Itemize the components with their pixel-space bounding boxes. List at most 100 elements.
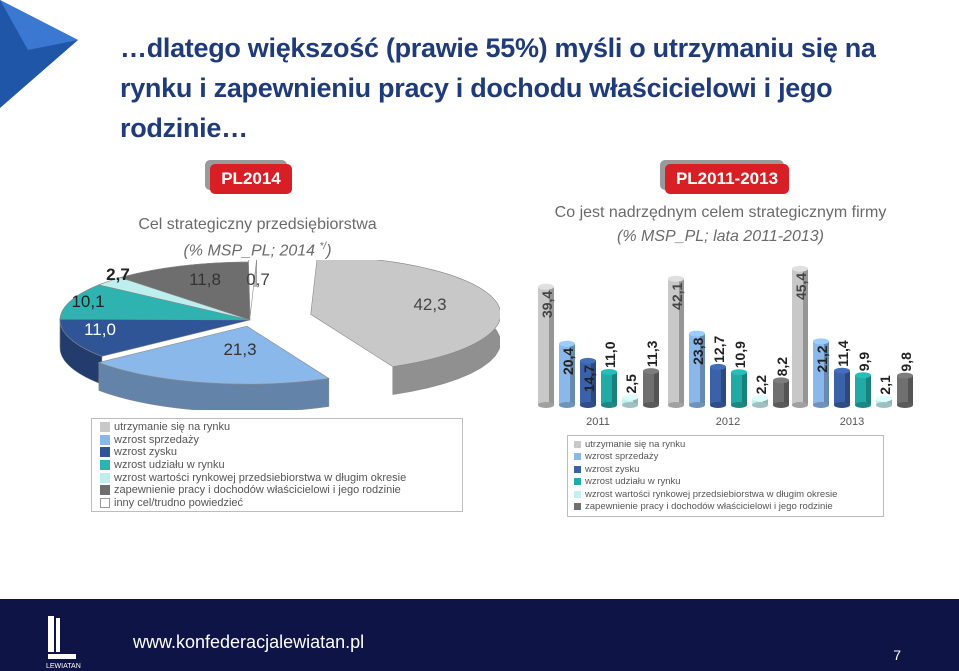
bar-legend-item-utrzymanie-sie-na-rynku: utrzymanie się na rynku [574, 438, 877, 451]
page-number: 7 [893, 647, 901, 663]
bar-label-2012-utrzymanie-sie-na-rynku: 42,1 [669, 282, 685, 309]
x-tick-2012: 2012 [716, 416, 740, 428]
bar-2012-wzrost-wartosci-rynkowej-przedsiebiorstw [752, 395, 768, 408]
legend-label: wzrost sprzedaży [585, 451, 659, 463]
bar-2013-wzrost-zysku [834, 367, 850, 408]
legend-label: wzrost wartości rynkowej przedsiebiorstw… [114, 471, 407, 484]
footer: LEWIATAN www.konfederacjalewiatan.pl 7 [0, 599, 959, 671]
bar-2011-wzrost-udzia-u-w-rynku [601, 369, 617, 408]
legend-swatch [100, 460, 110, 471]
bar-label-2011-zapewnienie-pracy-i-dochodow-w-ascicielo: 11,3 [644, 340, 660, 367]
legend-label: inny cel/trudno powiedzieć [114, 496, 244, 509]
legend-label: wzrost udziału w rynku [114, 459, 225, 472]
tag-pl2011-2013: PL2011-2013 [665, 164, 789, 194]
bar-label-2011-wzrost-sprzedazy: 20,4 [560, 348, 576, 375]
legend-swatch [100, 434, 110, 445]
legend-label: zapewnienie pracy i dochodów właścicielo… [114, 484, 401, 497]
legend-label: wzrost zysku [114, 446, 177, 459]
page-title: …dlatego większość (prawie 55%) myśli o … [120, 33, 876, 143]
bar-label-2013-utrzymanie-sie-na-rynku: 45,4 [793, 273, 809, 300]
bar-label-2013-wzrost-sprzedazy: 21,2 [814, 345, 830, 372]
legend-swatch [100, 472, 110, 483]
bar-legend-item-wzrost-zysku: wzrost zysku [574, 463, 877, 476]
pie-slice-utrzymanie-sie-na-rynku [310, 260, 500, 395]
pie-legend-item-wzrost-sprzedazy: wzrost sprzedaży [100, 434, 454, 447]
pie-legend-item-wzrost-wartosci-rynkowej-przedsiebiorstw: wzrost wartości rynkowej przedsiebiorstw… [100, 471, 454, 484]
bar-2011-zapewnienie-pracy-i-dochodow-w-ascicielo [643, 368, 659, 408]
legend-swatch [574, 440, 581, 448]
bar-2011-wzrost-wartosci-rynkowej-przedsiebiorstw [622, 394, 638, 408]
lewiatan-logo: LEWIATAN [46, 616, 81, 670]
legend-label: wzrost udziału w rynku [585, 476, 681, 488]
legend-label: utrzymanie się na rynku [114, 421, 231, 434]
pie-label-wzrost-sprzedazy: 21,3 [223, 340, 256, 359]
legend-swatch [574, 478, 581, 486]
pie-label-zapewnienie-pracy-i-dochodow-w-ascicielo: 11,8 [189, 270, 221, 289]
bar-2011-wzrost-zysku [580, 357, 596, 408]
pie-label-wzrost-wartosci-rynkowej-przedsiebiorstw: 2,7 [106, 265, 130, 284]
bar-label-2013-zapewnienie-pracy-i-dochodow-w-ascicielo: 9,8 [898, 352, 914, 372]
bar-2012-zapewnienie-pracy-i-dochodow-w-ascicielo [773, 377, 789, 408]
bar-2013-wzrost-wartosci-rynkowej-przedsiebiorstw [876, 395, 892, 408]
bar-label-2013-wzrost-udzia-u-w-rynku: 9,9 [856, 352, 872, 372]
bar-2013-zapewnienie-pracy-i-dochodow-w-ascicielo [897, 372, 913, 408]
pie-label-inny-cel-trudno-powiedziec: 0,7 [246, 270, 270, 289]
bar-2012-wzrost-sprzedazy [689, 330, 705, 408]
footer-url[interactable]: www.konfederacjalewiatan.pl [133, 632, 365, 652]
right-subtitle: Co jest nadrzędnym celem strategicznym f… [554, 204, 887, 221]
legend-swatch [100, 447, 110, 458]
pie-label-wzrost-udzia-u-w-rynku: 10,1 [71, 292, 104, 311]
tag-pl2014: PL2014 [210, 164, 292, 194]
bar-label-2013-wzrost-wartosci-rynkowej-przedsiebiorstw: 2,1 [877, 375, 893, 395]
legend-label: utrzymanie się na rynku [585, 438, 686, 450]
legend-label: wzrost zysku [585, 463, 640, 475]
legend-swatch [100, 497, 110, 508]
bar-label-2012-zapewnienie-pracy-i-dochodow-w-ascicielo: 8,2 [774, 357, 790, 377]
bar-2011-utrzymanie-sie-na-rynku [538, 283, 554, 408]
bar-2012-utrzymanie-sie-na-rynku [668, 275, 684, 408]
bar-label-2011-utrzymanie-sie-na-rynku: 39,4 [539, 291, 555, 318]
bar-label-2012-wzrost-zysku: 12,7 [711, 335, 727, 362]
bar-label-2012-wzrost-udzia-u-w-rynku: 10,9 [732, 341, 748, 368]
bar-label-2011-wzrost-zysku: 14,7 [581, 365, 597, 392]
pie-slice-inny-cel-trudno-powiedziec [248, 260, 257, 317]
legend-swatch [100, 422, 110, 433]
bar-2012-wzrost-zysku [710, 363, 726, 408]
legend-label: wzrost sprzedaży [114, 433, 199, 446]
legend-swatch [100, 485, 110, 496]
pie-slice-wzrost-sprzedazy [97, 325, 330, 410]
pie-legend-item-wzrost-zysku: wzrost zysku [100, 446, 454, 459]
legend-swatch [574, 465, 581, 473]
bar-2011-wzrost-sprzedazy [559, 340, 575, 408]
corner-decoration [0, 0, 78, 108]
legend-swatch [574, 453, 581, 461]
pie-legend-item-utrzymanie-sie-na-rynku: utrzymanie się na rynku [100, 421, 454, 434]
pie-chart: 42,3 21,3 11,0 10,12,7 11,8 0,7 [59, 260, 500, 410]
bar-legend-item-wzrost-sprzedazy: wzrost sprzedaży [574, 451, 877, 464]
pie-legend-item-wzrost-udzia-u-w-rynku: wzrost udziału w rynku [100, 459, 454, 472]
legend-label: zapewnienie pracy i dochodów właścicielo… [585, 501, 833, 513]
legend-label: wzrost wartości rynkowej przedsiebiorstw… [585, 488, 838, 500]
x-tick-2011: 2011 [586, 416, 610, 428]
pie-label-wzrost-zysku: 11,0 [84, 320, 116, 339]
right-subtitle-2: (% MSP_PL; lata 2011-2013) [617, 228, 824, 245]
pie-slice-wzrost-zysku [59, 318, 251, 385]
x-tick-2013: 2013 [840, 416, 864, 428]
left-subtitle: Cel strategiczny przedsiębiorstwa [138, 216, 377, 233]
bar-2013-utrzymanie-sie-na-rynku [792, 265, 808, 408]
bar-2013-wzrost-udzia-u-w-rynku [855, 372, 871, 408]
pie-label-utrzymanie-sie-na-rynku: 42,3 [413, 295, 446, 314]
svg-text:LEWIATAN: LEWIATAN [46, 663, 81, 670]
pie-legend-item-inny-cel-trudno-powiedziec: inny cel/trudno powiedzieć [100, 497, 454, 510]
pie-legend-item-zapewnienie-pracy-i-dochodow-w-ascicielo: zapewnienie pracy i dochodów właścicielo… [100, 484, 454, 497]
bar-legend: utrzymanie się na rynku wzrost sprzedaży w… [567, 435, 884, 517]
bar-label-2013-wzrost-zysku: 11,4 [835, 340, 851, 367]
bar-2013-wzrost-sprzedazy [813, 338, 829, 408]
bar-legend-item-zapewnienie-pracy-i-dochodow-w-ascicielo: zapewnienie pracy i dochodów właścicielo… [574, 501, 877, 514]
bar-label-2011-wzrost-udzia-u-w-rynku: 11,0 [602, 341, 618, 368]
bar-label-2011-wzrost-wartosci-rynkowej-przedsiebiorstw: 2,5 [623, 374, 639, 394]
bar-label-2012-wzrost-sprzedazy: 23,8 [690, 337, 706, 364]
pie-legend: utrzymanie się na rynku wzrost sprzedaży w… [91, 418, 463, 512]
legend-swatch [574, 490, 581, 498]
bar-legend-item-wzrost-wartosci-rynkowej-przedsiebiorstw: wzrost wartości rynkowej przedsiebiorstw… [574, 488, 877, 501]
